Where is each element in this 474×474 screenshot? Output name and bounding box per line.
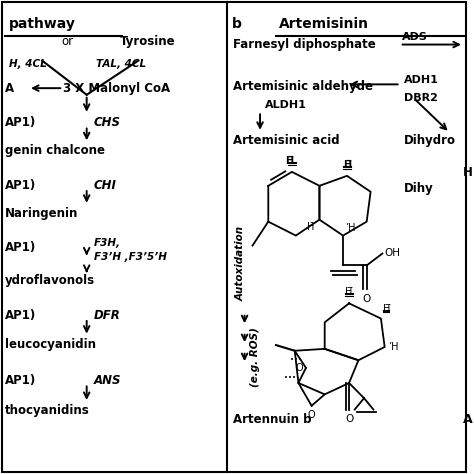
Text: ANS: ANS	[94, 374, 121, 387]
Text: Farnesyl diphosphate: Farnesyl diphosphate	[233, 38, 375, 51]
Text: AP1): AP1)	[5, 374, 36, 387]
Text: genin chalcone: genin chalcone	[5, 144, 105, 157]
Text: Artemisinic aldehyde: Artemisinic aldehyde	[233, 80, 373, 92]
Text: ’H: ’H	[388, 342, 399, 352]
Text: Dihy: Dihy	[404, 182, 434, 194]
Text: A: A	[5, 82, 14, 94]
Text: F3H,: F3H,	[94, 238, 121, 248]
Text: Artemisinin: Artemisinin	[279, 17, 369, 31]
Text: •••: •••	[290, 357, 302, 363]
Text: F3’H ,F3’5’H: F3’H ,F3’5’H	[94, 252, 166, 262]
Text: O: O	[345, 414, 353, 424]
Text: b: b	[231, 17, 241, 31]
Text: H̅: H̅	[343, 160, 351, 170]
Text: Dihydro: Dihydro	[404, 134, 456, 147]
Text: CHS: CHS	[94, 116, 121, 128]
Text: ADH1: ADH1	[404, 75, 439, 85]
Text: H: H	[463, 166, 473, 179]
Text: leucocyanidin: leucocyanidin	[5, 338, 96, 351]
Text: ’H: ’H	[346, 223, 356, 233]
Text: pathway: pathway	[9, 17, 76, 31]
Text: Naringenin: Naringenin	[5, 207, 78, 220]
Text: ydroflavonols: ydroflavonols	[5, 274, 95, 287]
Text: H̅: H̅	[346, 287, 353, 297]
Text: H̅: H̅	[383, 304, 391, 314]
Text: A: A	[463, 413, 473, 426]
Text: Tyrosine: Tyrosine	[119, 35, 175, 47]
Text: O: O	[295, 363, 303, 373]
Text: OH: OH	[385, 248, 401, 258]
Text: H̄: H̄	[307, 222, 315, 232]
Text: AP1): AP1)	[5, 179, 36, 192]
Text: or: or	[61, 35, 73, 47]
Text: AP1): AP1)	[5, 241, 36, 254]
Text: H, 4CL: H, 4CL	[9, 59, 47, 69]
Text: 3 X Malonyl CoA: 3 X Malonyl CoA	[63, 82, 170, 94]
Text: DBR2: DBR2	[404, 93, 438, 103]
Text: ALDH1: ALDH1	[264, 100, 307, 109]
Text: H̅: H̅	[285, 156, 293, 166]
Text: O: O	[308, 410, 315, 419]
Text: AP1): AP1)	[5, 116, 36, 128]
Text: TAL, 4CL: TAL, 4CL	[96, 59, 146, 69]
Text: O: O	[363, 294, 371, 304]
Text: ADS: ADS	[402, 32, 428, 42]
Text: (e.g. ROS): (e.g. ROS)	[250, 327, 260, 387]
Text: •••: •••	[284, 374, 296, 381]
Text: DFR: DFR	[94, 309, 120, 322]
Text: Artennuin b: Artennuin b	[233, 413, 311, 426]
Text: Autoxidation: Autoxidation	[235, 226, 245, 301]
Text: AP1): AP1)	[5, 309, 36, 322]
Text: thocyanidins: thocyanidins	[5, 404, 90, 417]
Text: Artemisinic acid: Artemisinic acid	[233, 134, 339, 147]
Text: CHI: CHI	[94, 179, 117, 192]
